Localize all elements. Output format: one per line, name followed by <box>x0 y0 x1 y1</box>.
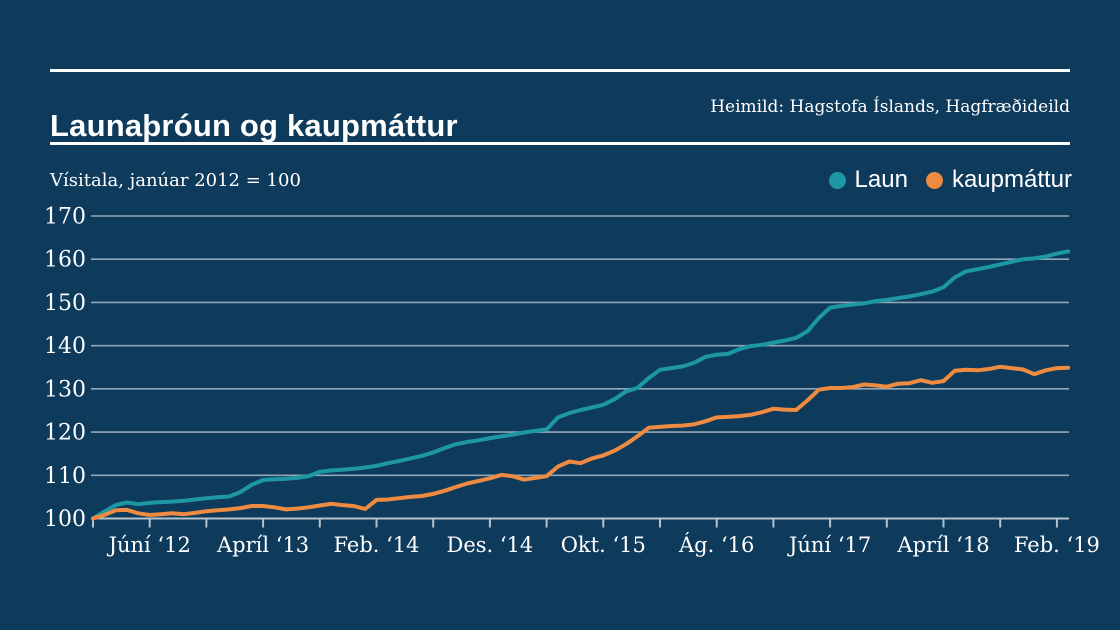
x-tick-label: Apríl ‘18 <box>896 533 989 557</box>
kaupmattur-series-dot-icon <box>925 171 943 189</box>
legend-item-kaupmattur: kaupmáttur <box>925 166 1072 194</box>
x-tick-label: Júní ‘12 <box>107 533 191 557</box>
x-tick-label: Des. ‘14 <box>447 533 534 557</box>
y-tick-label: 150 <box>44 291 86 316</box>
y-tick-label: 120 <box>44 421 86 446</box>
x-tick-label: Apríl ‘13 <box>216 533 309 557</box>
chart-subtitle: Vísitala, janúar 2012 = 100 <box>50 170 301 191</box>
x-tick-label: Feb. ‘14 <box>333 533 419 557</box>
x-tick-label: Júní ‘17 <box>787 533 871 557</box>
laun-series-dot-icon <box>828 171 846 189</box>
y-tick-label: 130 <box>44 377 86 402</box>
page-title: Launaþróun og kaupmáttur <box>50 107 458 143</box>
x-tick-label: Ág. ‘16 <box>678 533 754 557</box>
y-tick-label: 110 <box>44 464 86 489</box>
title-divider <box>50 142 1070 145</box>
y-tick-label: 170 <box>44 205 86 230</box>
top-divider <box>50 69 1070 72</box>
legend-label-kaupmattur: kaupmáttur <box>951 166 1072 193</box>
legend-item-laun: Laun <box>828 166 908 194</box>
source-credit: Heimild: Hagstofa Íslands, Hagfræðideild <box>710 97 1070 117</box>
chart-legend: Laun kaupmáttur <box>828 166 1072 194</box>
x-tick-label: Okt. ‘15 <box>561 533 646 557</box>
x-tick-label: Feb. ‘19 <box>1014 533 1100 557</box>
y-tick-label: 160 <box>44 248 86 273</box>
y-tick-label: 140 <box>44 334 86 359</box>
series-line-laun <box>91 249 1071 521</box>
y-tick-label: 100 <box>44 507 86 532</box>
series-line-kaupmáttur <box>91 364 1071 521</box>
legend-label-laun: Laun <box>854 166 908 193</box>
